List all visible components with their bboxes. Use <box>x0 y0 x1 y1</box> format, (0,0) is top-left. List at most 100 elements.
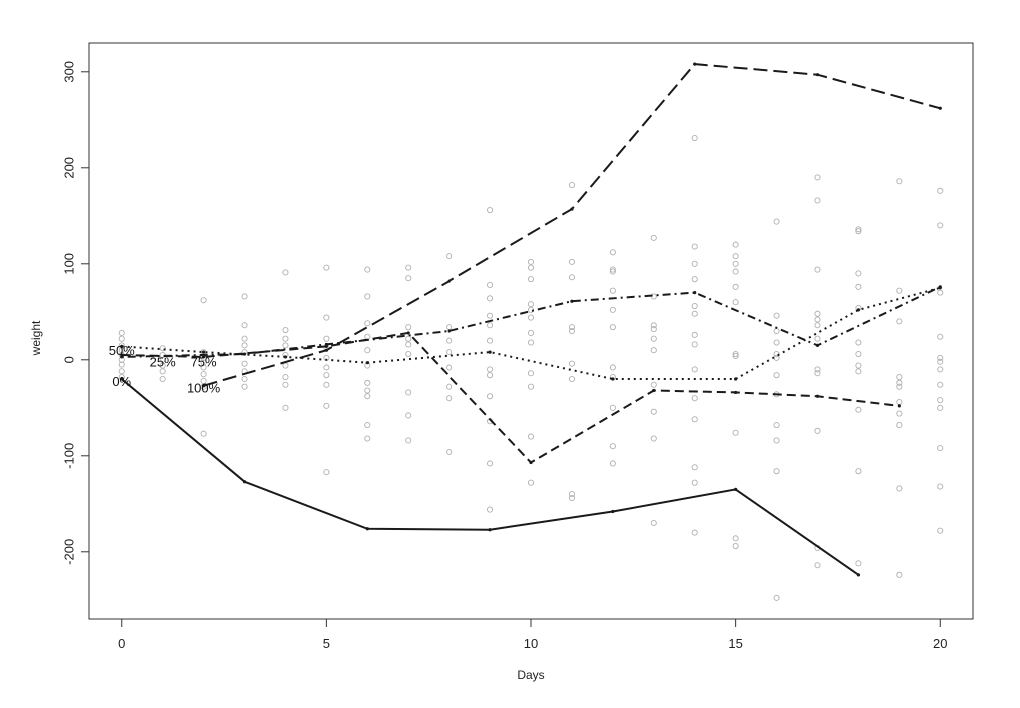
data-point <box>732 253 739 260</box>
data-point <box>200 297 207 304</box>
data-point <box>282 335 289 342</box>
data-point <box>937 333 944 340</box>
data-point <box>773 437 780 444</box>
data-point <box>855 406 862 413</box>
data-point <box>527 383 535 390</box>
y-tick-label: 100 <box>61 253 76 275</box>
data-point <box>691 395 698 402</box>
data-point <box>814 366 821 373</box>
data-point <box>405 324 412 331</box>
data-point <box>896 287 903 294</box>
data-point <box>446 448 453 456</box>
series-point <box>120 377 124 381</box>
data-point <box>241 335 248 342</box>
series-point <box>938 106 942 110</box>
data-point <box>855 560 862 567</box>
data-point <box>814 266 821 273</box>
data-point <box>855 468 862 475</box>
data-point <box>364 422 371 429</box>
data-point <box>691 260 698 267</box>
data-point <box>527 258 535 265</box>
y-axis-title: weight <box>29 320 43 356</box>
x-tick-label: 15 <box>728 636 742 651</box>
data-point <box>691 302 698 310</box>
data-point <box>896 374 903 381</box>
data-point <box>200 383 207 390</box>
data-point <box>773 372 780 379</box>
data-point <box>282 362 289 369</box>
series-point <box>488 350 492 354</box>
data-point <box>568 274 575 281</box>
data-point <box>732 429 739 436</box>
data-point <box>937 445 944 452</box>
data-point <box>773 350 780 358</box>
data-point <box>446 383 453 390</box>
data-point <box>323 364 330 371</box>
data-point <box>937 404 944 411</box>
data-point <box>773 422 780 429</box>
data-point <box>446 364 453 371</box>
data-point <box>241 360 248 367</box>
series-point <box>201 350 206 354</box>
data-point <box>200 364 207 371</box>
data-point <box>732 535 739 542</box>
x-axis-title: Days <box>517 668 544 682</box>
data-point <box>527 264 535 271</box>
data-point <box>896 383 903 390</box>
data-point <box>814 310 821 317</box>
data-point <box>568 324 575 331</box>
data-point <box>732 350 739 358</box>
data-point <box>405 412 412 419</box>
data-point <box>650 335 657 342</box>
series-point <box>856 308 861 312</box>
data-point <box>855 350 862 358</box>
data-point <box>650 326 657 333</box>
series-label: 75% <box>191 355 217 370</box>
data-point <box>814 322 821 329</box>
y-tick-label: -200 <box>61 539 76 565</box>
data-point <box>896 318 903 325</box>
data-point <box>691 366 698 373</box>
plot-frame <box>88 42 974 620</box>
series-point <box>734 487 738 491</box>
data-point <box>405 350 412 358</box>
series-line <box>121 331 900 464</box>
data-point <box>896 379 903 386</box>
data-point <box>405 275 412 282</box>
series-point <box>734 377 738 381</box>
axes: 0 5 10 15 20 -200 -100 0 100 200 300 <box>61 61 947 651</box>
series-point <box>815 394 820 398</box>
data-point <box>650 408 657 415</box>
series-point <box>570 207 574 211</box>
data-point <box>691 310 698 317</box>
data-point <box>487 337 494 344</box>
series-point <box>120 355 124 359</box>
data-point <box>814 370 821 377</box>
data-point <box>487 506 494 513</box>
series-point <box>488 528 492 532</box>
data-point <box>896 571 903 578</box>
data-point <box>937 289 944 296</box>
series-label: 50% <box>109 343 135 358</box>
y-tick-label: 200 <box>61 157 76 179</box>
data-point <box>773 339 780 346</box>
series-point <box>815 343 820 347</box>
data-point <box>609 460 616 467</box>
data-point <box>855 283 862 290</box>
series-label: 0% <box>112 374 131 389</box>
data-point <box>364 320 371 327</box>
y-tick-label: 0 <box>61 356 76 363</box>
x-tick-label: 0 <box>118 636 125 651</box>
series-point <box>897 404 901 408</box>
data-point <box>568 182 575 189</box>
data-point <box>773 218 780 225</box>
series-point <box>447 329 451 333</box>
data-point <box>282 404 289 411</box>
data-point <box>937 187 944 194</box>
series-label: 25% <box>150 355 176 370</box>
data-point <box>609 364 616 371</box>
data-point <box>159 345 166 352</box>
series-label: 100% <box>187 381 221 396</box>
data-point <box>691 134 698 142</box>
data-point <box>118 368 125 375</box>
